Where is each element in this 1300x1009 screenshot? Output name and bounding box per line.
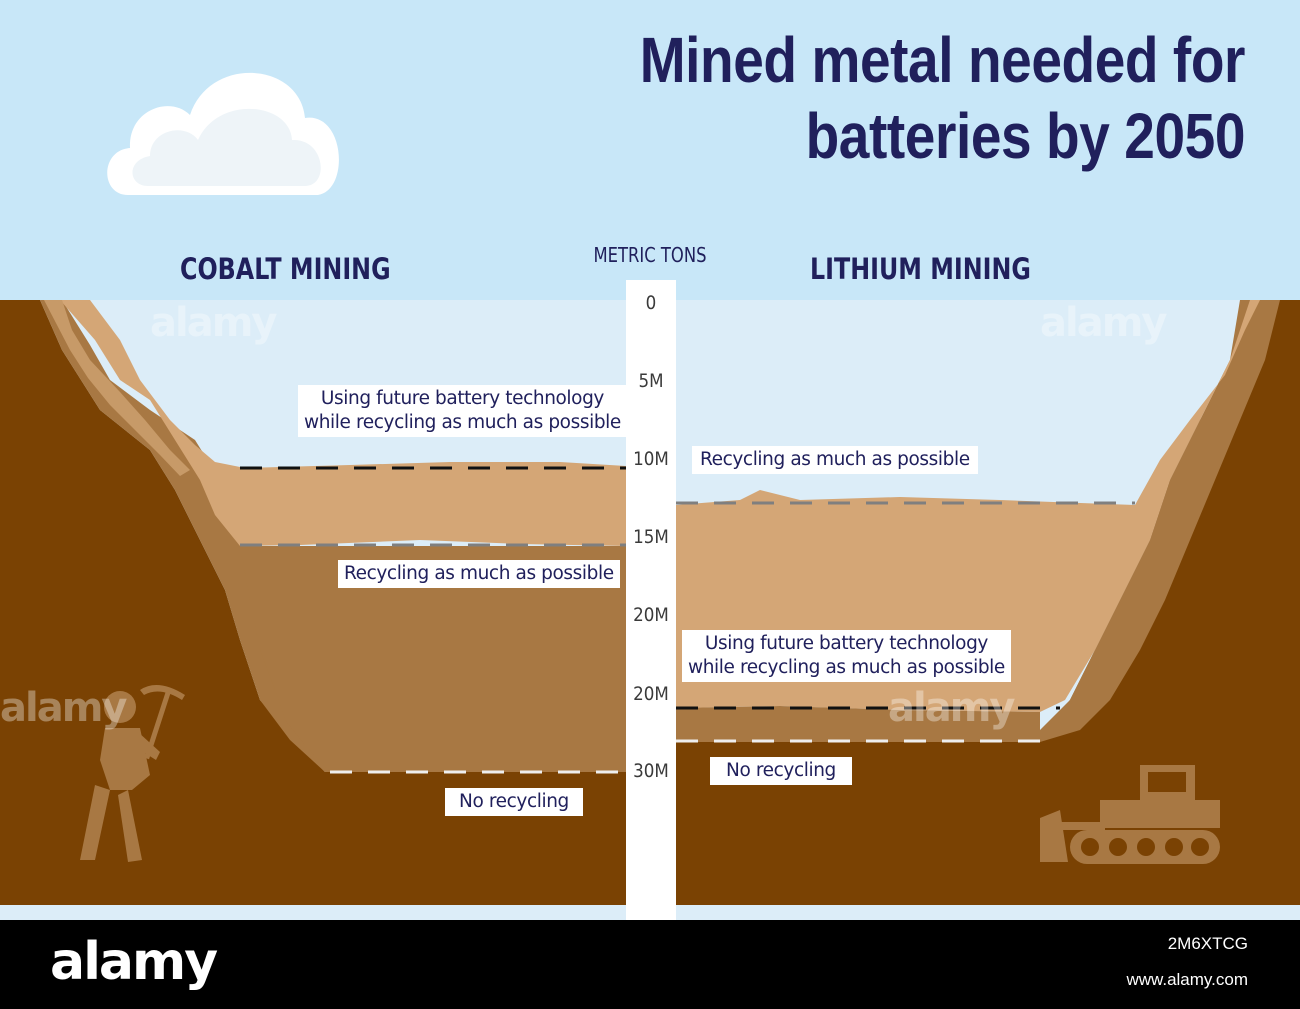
title-line-2: batteries by 2050 (805, 100, 1246, 172)
label-line: Using future battery technology (320, 388, 604, 409)
miner-with-pickaxe-icon (80, 685, 185, 862)
cobalt-mining-heading: COBALT MINING (180, 252, 391, 286)
label-line: while recycling as much as possible (688, 657, 1005, 678)
scale-tick: 15M (633, 526, 669, 548)
label-line: Using future battery technology (704, 633, 988, 654)
bulldozer-icon (1040, 765, 1220, 864)
watermark-brand: alamy (0, 685, 127, 731)
lithium-mining-heading: LITHIUM MINING (810, 252, 1031, 286)
scale-tick: 20M (633, 604, 669, 626)
scale-column (626, 280, 676, 920)
scale-tick: 10M (633, 448, 669, 470)
lithium-recycling-label: Recycling as much as possible (692, 446, 978, 474)
cobalt-no-recycling-label: No recycling (445, 788, 583, 816)
image-id-text: 2M6XTCG (1167, 934, 1248, 953)
watermark-logo: alamy (50, 932, 218, 992)
lithium-no-recycling-label: No recycling (710, 757, 852, 785)
scale-unit-label: METRIC TONS (593, 243, 707, 267)
watermark-url: www.alamy.com (1126, 970, 1248, 989)
scale-tick: 20M (633, 683, 669, 705)
watermark-brand: alamy (1040, 300, 1167, 346)
title-line-1: Mined metal needed for (639, 24, 1246, 96)
lithium-future-tech-label: Using future battery technology while re… (682, 630, 1011, 682)
cloud-icon (107, 72, 339, 195)
scale-tick: 5M (638, 370, 664, 392)
watermark-footer (0, 920, 1300, 1009)
watermark-brand: alamy (888, 685, 1015, 731)
cobalt-future-tech-label: Using future battery technology while re… (298, 385, 627, 437)
cobalt-recycling-label: Recycling as much as possible (338, 560, 620, 588)
watermark-brand: alamy (150, 300, 277, 346)
scale-tick: 0 (645, 292, 657, 314)
page-title: Mined metal needed for batteries by 2050 (540, 22, 1246, 174)
label-line: while recycling as much as possible (304, 412, 621, 433)
scale-tick: 30M (633, 760, 669, 782)
